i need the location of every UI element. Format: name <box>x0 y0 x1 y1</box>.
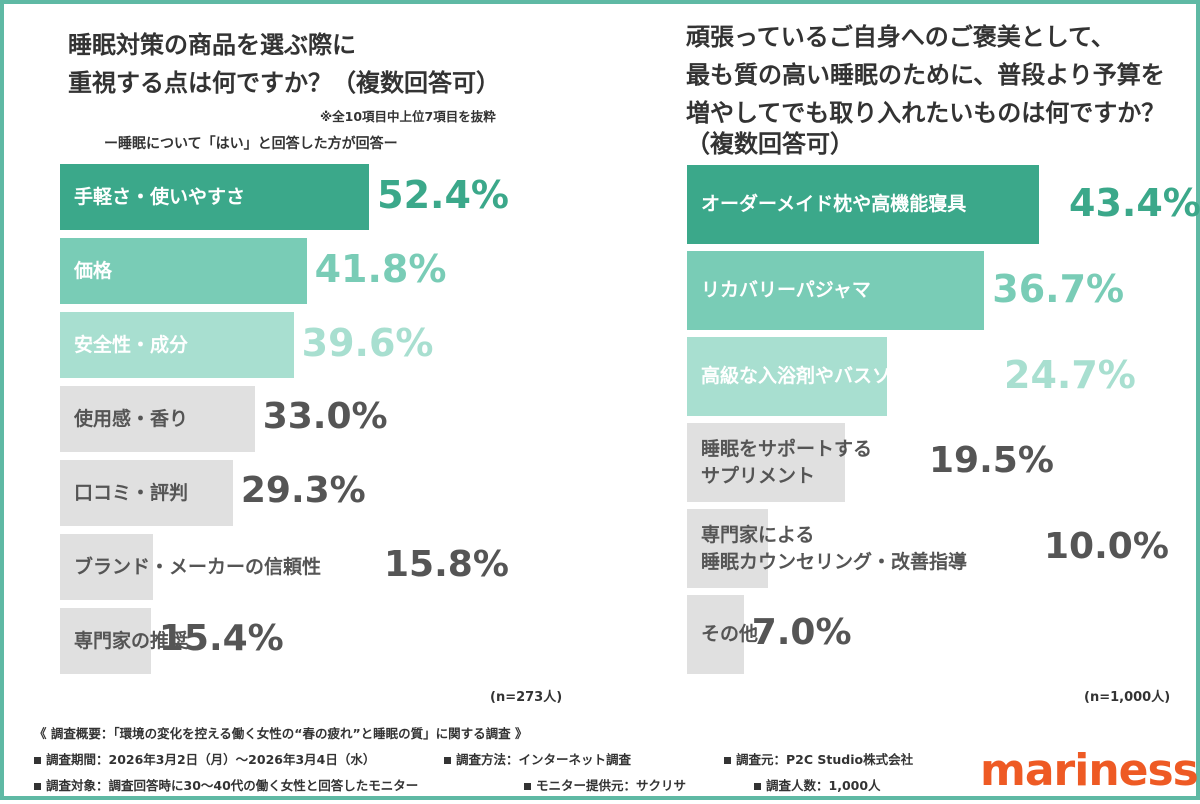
left-bar-label-1: 手軽さ・使いやすさ <box>74 185 246 208</box>
left-value-label-3: 39.6% <box>301 321 434 366</box>
right-bar-5 <box>687 509 768 588</box>
right-title-line2: 最も質の高い睡眠のために、普段より予算を <box>686 61 1165 89</box>
right-bar-2 <box>687 251 985 330</box>
right-value-label-4: 19.5% <box>929 439 1054 481</box>
bullet-square-icon <box>444 757 451 764</box>
survey-period: 調査期間：2026年3月2日（月）〜2026年3月4日（水） <box>34 749 375 768</box>
left-bar-5 <box>60 460 233 526</box>
left-bar-7 <box>60 608 151 674</box>
right-bar-1 <box>687 165 1039 244</box>
left-title-line1: 睡眠対策の商品を選ぶ際に <box>68 31 356 59</box>
right-title-line3: 増やしてでも取り入れたいものは何ですか？ <box>686 99 1166 127</box>
left-bar-2 <box>60 238 307 304</box>
right-bar-label-4: 睡眠をサポートする サプリメント <box>701 437 873 487</box>
left-bar-label-6: ブランド・メーカーの信頼性 <box>74 555 322 578</box>
left-value-label-6: 15.8% <box>384 544 509 586</box>
left-bar-label-3: 安全性・成分 <box>74 333 189 356</box>
bullet-square-icon <box>524 783 531 790</box>
right-bar-label-3: 高級な入浴剤やバスソルト <box>701 365 930 387</box>
survey-method: 調査方法：インターネット調査 <box>444 749 631 768</box>
left-subtitle: ー睡眠について「はい」と回答した方が回答ー <box>104 136 398 152</box>
right-bar-4 <box>687 423 845 502</box>
left-note: ※全10項目中上位7項目を抜粋 <box>320 109 496 124</box>
right-title-line4: （複数回答可） <box>686 130 854 158</box>
left-bar-chart: 手軽さ・使いやすさ 52.4% 価格 41.8% 安全性・成分 39.6% 使用感・香り 33… <box>4 4 1200 804</box>
right-bar-label-2: リカバリーパジャマ <box>701 279 871 301</box>
left-title-line2: 重視する点は何ですか？（複数回答可） <box>68 69 500 97</box>
left-bar-label-5: 口コミ・評判 <box>74 481 189 504</box>
right-value-label-1: 43.4% <box>1069 180 1200 225</box>
right-value-label-6: 7.0% <box>751 611 852 653</box>
right-value-label-2: 36.7% <box>992 266 1125 311</box>
left-bar-1 <box>60 164 370 230</box>
survey-provider: モニター提供元：サクリサ <box>524 775 686 794</box>
left-value-label-2: 41.8% <box>314 247 447 292</box>
bullet-square-icon <box>34 783 41 790</box>
right-bar-label-5: 専門家による 睡眠カウンセリング・改善指導 <box>701 523 968 573</box>
bullet-square-icon <box>724 757 731 764</box>
right-title-line1: 頑張っているご自身へのご褒美として、 <box>686 23 1115 51</box>
bullet-square-icon <box>754 783 761 790</box>
left-value-label-7: 15.4% <box>158 618 284 660</box>
left-bar-3 <box>60 312 294 378</box>
left-sample-size: (n=273人) <box>490 690 563 705</box>
survey-overview-heading: 《 調査概要：「環境の変化を控える働く女性の“春の疲れ”と睡眠の質」に関する調査… <box>34 726 528 741</box>
mariness-logo: mariness <box>980 745 1199 796</box>
survey-count: 調査人数：1,000人 <box>754 775 881 794</box>
right-bar-label-1: オーダーメイド枕や高機能寝具 <box>701 193 967 215</box>
left-bar-6 <box>60 534 154 600</box>
bullet-square-icon <box>34 757 41 764</box>
left-value-label-1: 52.4% <box>377 173 509 218</box>
left-value-label-4: 33.0% <box>262 396 388 438</box>
left-bar-label-4: 使用感・香り <box>74 407 189 430</box>
right-bar-6 <box>687 595 744 674</box>
right-value-label-5: 10.0% <box>1044 525 1169 567</box>
survey-source: 調査元：P2C Studio株式会社 <box>724 749 913 768</box>
right-value-label-3: 24.7% <box>1004 352 1136 397</box>
left-bar-label-2: 価格 <box>74 259 113 282</box>
right-bar-3 <box>687 337 888 416</box>
left-bar-label-7: 専門家の推奨 <box>74 629 189 652</box>
left-value-label-5: 29.3% <box>240 470 366 512</box>
left-bar-4 <box>60 386 255 452</box>
right-bar-chart: オーダーメイド枕や高機能寝具 43.4% リカバリーパジャマ 36.7% 高級な入浴剤や… <box>4 4 1200 804</box>
survey-target: 調査対象：調査回答時に30〜40代の働く女性と回答したモニター <box>34 775 418 794</box>
right-bar-label-6: その他 <box>701 623 759 645</box>
right-sample-size: (n=1,000人) <box>1084 690 1171 705</box>
